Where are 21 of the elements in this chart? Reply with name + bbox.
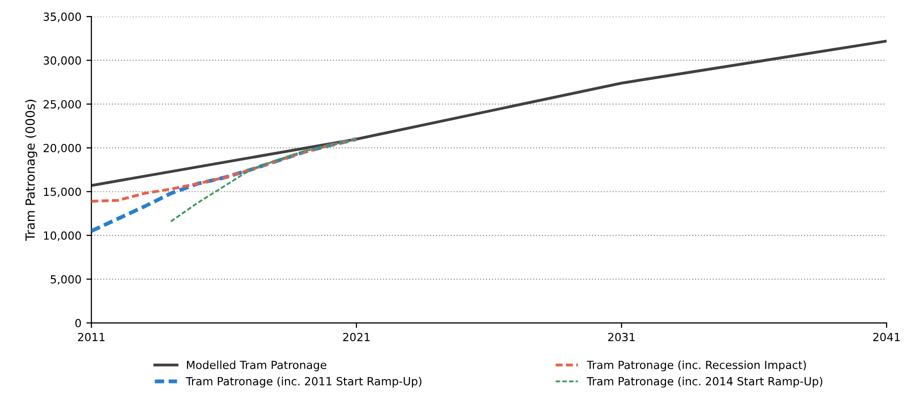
y-tick-label: 25,000 [44,100,81,110]
y-tick-label: 10,000 [44,231,81,241]
line-series [91,137,358,233]
line-series [91,40,887,187]
y-tick-label: 30,000 [44,56,81,66]
x-tick-label: 2011 [78,332,105,342]
legend-label: Modelled Tram Patronage [186,360,326,372]
legend-label: Tram Patronage (inc. 2011 Start Ramp-Up) [186,376,422,388]
y-tick-label: 20,000 [44,144,81,154]
legend-label: Tram Patronage (inc. 2014 Start Ramp-Up) [586,376,822,388]
line-series [91,138,358,203]
y-tick-label: 35,000 [44,12,81,22]
line-series [170,138,358,222]
legend-label: Tram Patronage (inc. Recession Impact) [586,360,806,372]
y-tick-label: 0 [75,318,81,328]
x-tick-label: 2021 [343,332,370,342]
x-tick-label: 2041 [873,332,900,342]
y-axis-title: Tram Patronage (000s) [25,100,38,241]
y-tick-label: 15,000 [44,188,81,198]
y-tick-label: 5,000 [50,275,81,285]
x-tick-label: 2031 [608,332,635,342]
